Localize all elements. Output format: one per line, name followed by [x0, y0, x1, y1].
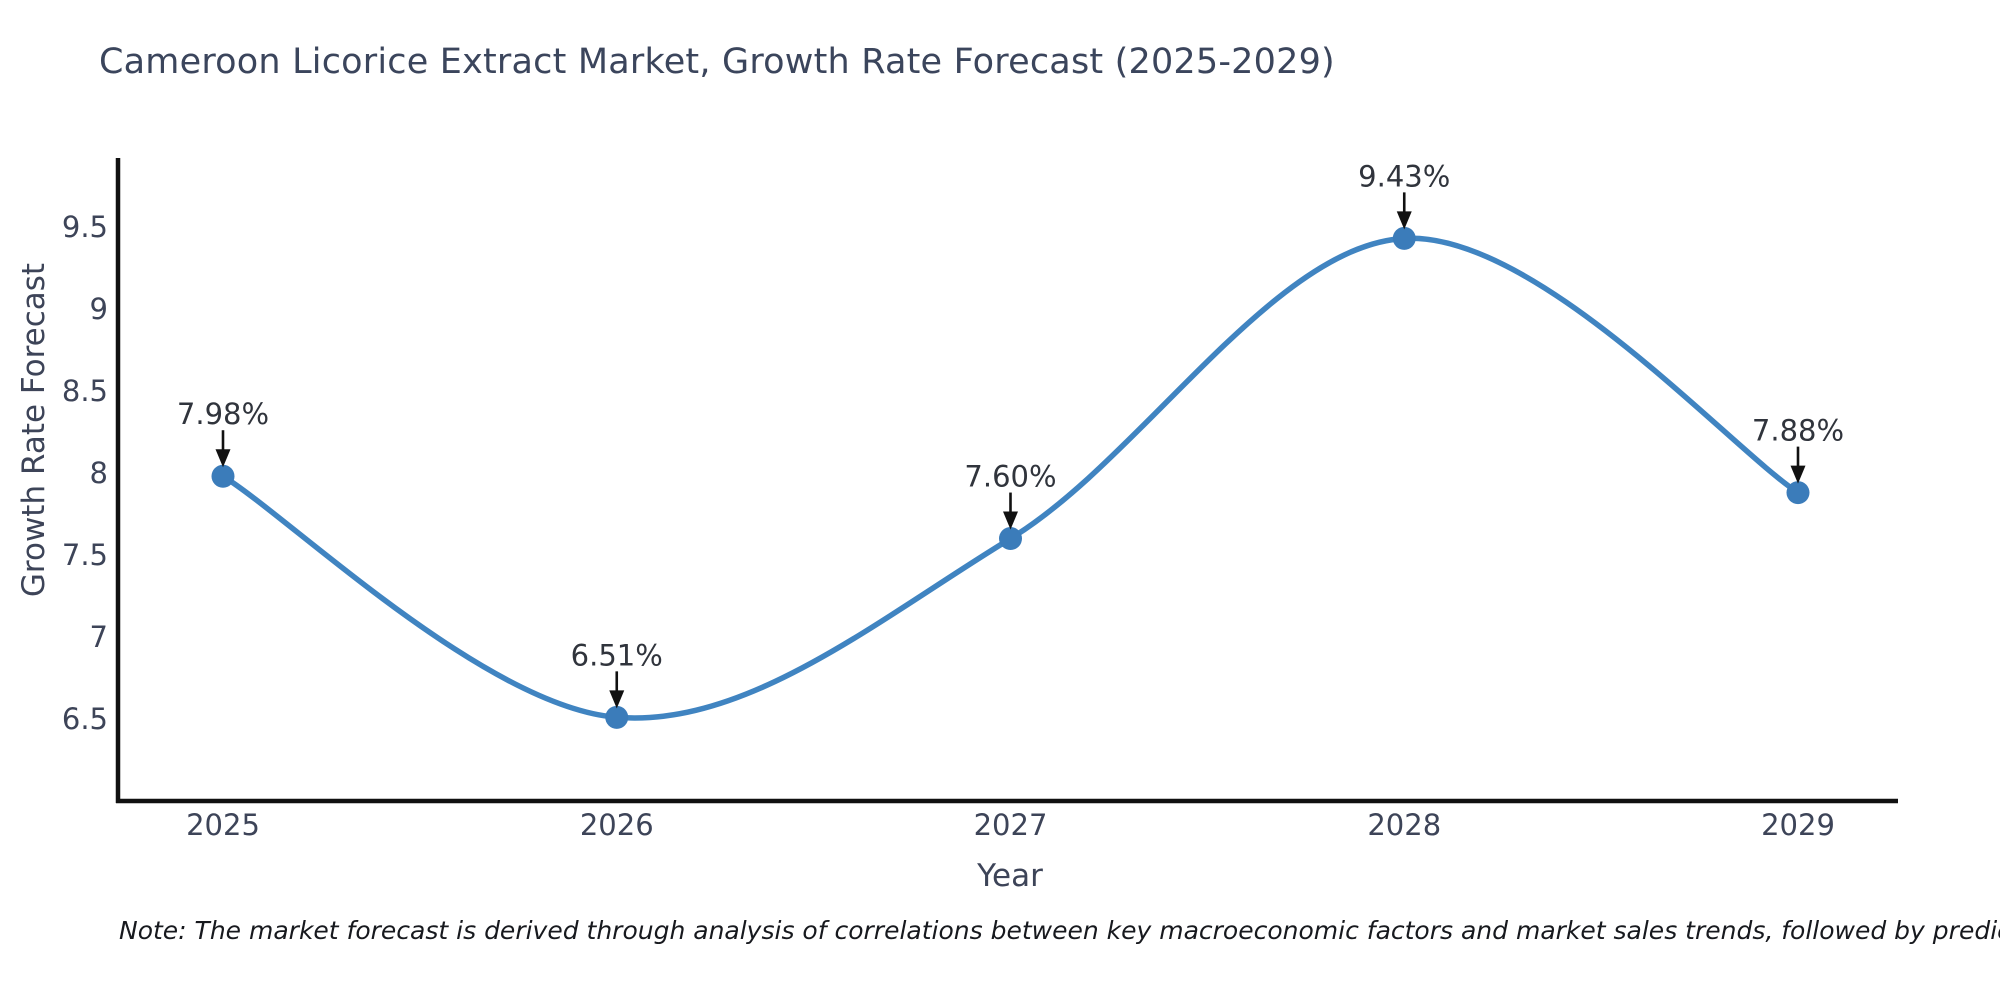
- annotation-arrow-head: [1003, 511, 1018, 530]
- y-tick-label: 7.5: [62, 538, 108, 572]
- y-tick-label: 9.5: [62, 210, 108, 244]
- annotation-arrow-head: [1396, 211, 1412, 230]
- annotation-arrow-head: [1790, 465, 1806, 484]
- x-tick-label: 2026: [580, 808, 654, 842]
- data-point-marker: [605, 705, 629, 729]
- data-point-label: 7.98%: [177, 397, 269, 431]
- data-point-label: 7.88%: [1752, 414, 1844, 448]
- x-tick-label: 2028: [1367, 808, 1441, 842]
- annotation-arrow-head: [609, 690, 625, 709]
- data-point-label: 9.43%: [1358, 159, 1450, 193]
- y-tick-label: 9: [90, 292, 108, 326]
- x-tick-label: 2025: [186, 808, 260, 842]
- x-tick-label: 2027: [974, 808, 1048, 842]
- data-point-label: 7.60%: [964, 460, 1056, 494]
- x-tick-label: 2029: [1761, 808, 1835, 842]
- data-point-marker: [1786, 481, 1810, 505]
- data-point-label: 6.51%: [571, 638, 663, 672]
- data-point-marker: [1392, 226, 1416, 250]
- y-tick-label: 8.5: [62, 374, 108, 408]
- chart-title: Cameroon Licorice Extract Market, Growth…: [99, 42, 1335, 82]
- data-point-marker: [999, 527, 1022, 551]
- y-tick-label: 6.5: [62, 702, 108, 736]
- y-tick-label: 8: [90, 456, 108, 490]
- y-tick-label: 7: [90, 620, 108, 654]
- annotation-arrow-head: [215, 449, 231, 468]
- x-axis-title: Year: [977, 858, 1043, 894]
- data-point-marker: [211, 464, 235, 488]
- footnote: Note: The market forecast is derived thr…: [119, 916, 2000, 945]
